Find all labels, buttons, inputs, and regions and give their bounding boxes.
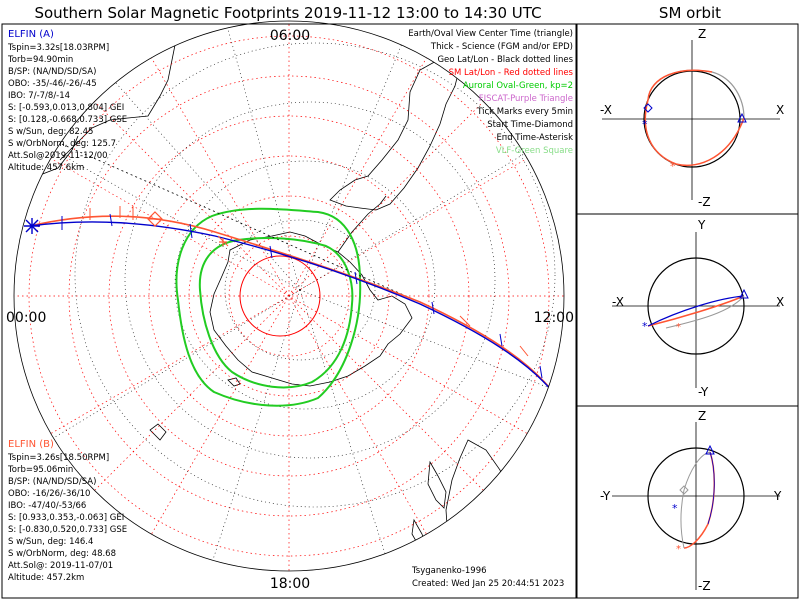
end-asterisk-a xyxy=(24,218,40,234)
legend-item: Thick - Science (FGM and/or EPD) xyxy=(430,42,573,52)
elfin-a-line: S w/Sun, deg: 82.45 xyxy=(8,127,93,137)
geo-trace-line xyxy=(29,129,416,301)
created-credit: Created: Wed Jan 25 20:44:51 2023 xyxy=(412,579,564,589)
orbit-panel-yz: Z -Z -Y Y * * xyxy=(600,409,782,593)
orbit-axis-label: -Y xyxy=(600,489,611,503)
figure-title: Southern Solar Magnetic Footprints 2019-… xyxy=(34,4,541,22)
elfin-a-line: IBO: 7/-7/8/-14 xyxy=(8,91,70,101)
elfin-a-line: Torb=94.90min xyxy=(7,55,73,65)
elfin-b-asterisk xyxy=(219,238,227,246)
elfin-a-name: ELFIN (A) xyxy=(8,29,54,40)
elfin-a-line: Att.Sol@2019-11-12/00 xyxy=(8,151,108,161)
orbit-axis-label: -Z xyxy=(698,579,711,593)
orbit-axis-label: Y xyxy=(697,218,706,232)
orbit-title: SM orbit xyxy=(659,4,721,22)
mlt-label-left: 00:00 xyxy=(6,310,46,326)
elfin-b-line: S: [0.933,0.353,-0.063] GEI xyxy=(8,513,124,523)
elfin-a-line: Tspin=3.32s[18.03RPM] xyxy=(7,43,109,53)
mlt-label-top: 06:00 xyxy=(270,28,310,44)
auroral-ovals xyxy=(175,207,362,407)
start-diamond-b xyxy=(147,211,163,227)
orbit-panel-xz: Z -Z -X X * * xyxy=(600,27,784,209)
mlt-labels: 06:00 00:00 12:00 18:00 xyxy=(6,28,574,592)
orbit-axis-label: -Z xyxy=(698,195,711,209)
legend-item: Auroral Oval-Green, kp=2 xyxy=(463,81,573,91)
legend: Earth/Oval View Center Time (triangle) T… xyxy=(408,29,573,156)
elfin-a-info: ELFIN (A) Tspin=3.32s[18.03RPM] Torb=94.… xyxy=(7,29,127,173)
center-triangle xyxy=(548,384,564,405)
svg-text:*: * xyxy=(642,320,648,333)
elfin-a-line: OBO: -35/-46/-26/-45 xyxy=(8,79,97,89)
orbit-axis-label: X xyxy=(776,103,784,117)
svg-text:*: * xyxy=(676,322,681,333)
elfin-b-line: OBO: -16/26/-36/10 xyxy=(8,489,90,499)
elfin-b-line: Att.Sol@: 2019-11-07/01 xyxy=(8,561,113,571)
elfin-b-line: S: [-0.830,0.520,0.733] GSE xyxy=(8,525,127,535)
elfin-a-track xyxy=(29,221,557,397)
elfin-a-line: S w/OrbNorm, deg: 125.7 xyxy=(8,139,116,149)
legend-item: Start Time-Diamond xyxy=(487,120,573,130)
legend-item: VLF-Green Square xyxy=(496,146,573,156)
elfin-b-track xyxy=(29,215,557,397)
elfin-b-line: IBO: -47/40/-53/66 xyxy=(8,501,86,511)
sm-pole-circle xyxy=(239,255,321,337)
elfin-b-name: ELFIN (B) xyxy=(8,439,54,450)
elfin-a-line: B/SP: (NA/ND/SD/SA) xyxy=(8,67,96,77)
sm-latlon-grid xyxy=(14,21,564,571)
elfin-b-line: B/SP: (NA/ND/SD/SA) xyxy=(8,477,96,487)
credits: Tsyganenko-1996 Created: Wed Jan 25 20:4… xyxy=(411,566,564,589)
legend-item: Geo Lat/Lon - Black dotted lines xyxy=(437,55,573,65)
orbit-frame xyxy=(576,23,799,599)
svg-text:*: * xyxy=(676,544,681,555)
elfin-b-line: Tspin=3.26s[18.50RPM] xyxy=(7,453,109,463)
elfin-b-info: ELFIN (B) Tspin=3.26s[18.50RPM] Torb=95.… xyxy=(7,439,127,583)
legend-item: Tick Marks every 5min xyxy=(476,107,573,117)
elfin-b-line: S w/Sun, deg: 146.4 xyxy=(8,537,93,547)
elfin-b-ticks xyxy=(89,206,529,357)
legend-item: Earth/Oval View Center Time (triangle) xyxy=(408,29,573,39)
orbit-panel-xy: Y -Y -X X * * xyxy=(612,218,784,399)
elfin-b-line: S w/OrbNorm, deg: 48.68 xyxy=(8,549,116,559)
orbit-axis-label: X xyxy=(776,295,784,309)
mlt-label-bottom: 18:00 xyxy=(270,576,310,592)
orbit-axis-label: Z xyxy=(698,27,706,41)
orbit-axis-label: -X xyxy=(600,103,612,117)
map-frame xyxy=(1,23,577,599)
elfin-b-line: Torb=95.06min xyxy=(7,465,73,475)
orbit-axis-label: -Y xyxy=(698,385,709,399)
model-credit: Tsyganenko-1996 xyxy=(411,566,487,576)
elfin-b-line: Altitude: 457.2km xyxy=(8,573,84,583)
polar-map xyxy=(13,20,565,572)
mlt-label-right: 12:00 xyxy=(534,310,574,326)
svg-text:*: * xyxy=(670,160,676,173)
legend-item: End Time-Asterisk xyxy=(496,133,573,143)
elfin-a-ticks xyxy=(61,213,543,379)
orbit-axis-label: Y xyxy=(773,489,782,503)
svg-text:*: * xyxy=(672,502,678,515)
legend-item: FISCAT-Purple Triangle xyxy=(479,94,573,104)
svg-text:*: * xyxy=(642,118,648,131)
legend-item: SM Lat/Lon - Red dotted lines xyxy=(449,68,574,78)
elfin-a-line: S: [0.128,-0.668,0.733] GSE xyxy=(8,115,127,125)
orbit-axis-label: -X xyxy=(612,295,624,309)
orbit-axis-label: Z xyxy=(698,409,706,423)
map-outer-circle xyxy=(13,20,565,572)
elfin-a-line: S: [-0.593,0.013,0.804] GEI xyxy=(8,103,124,113)
elfin-a-line: Altitude: 457.6km xyxy=(8,163,84,173)
